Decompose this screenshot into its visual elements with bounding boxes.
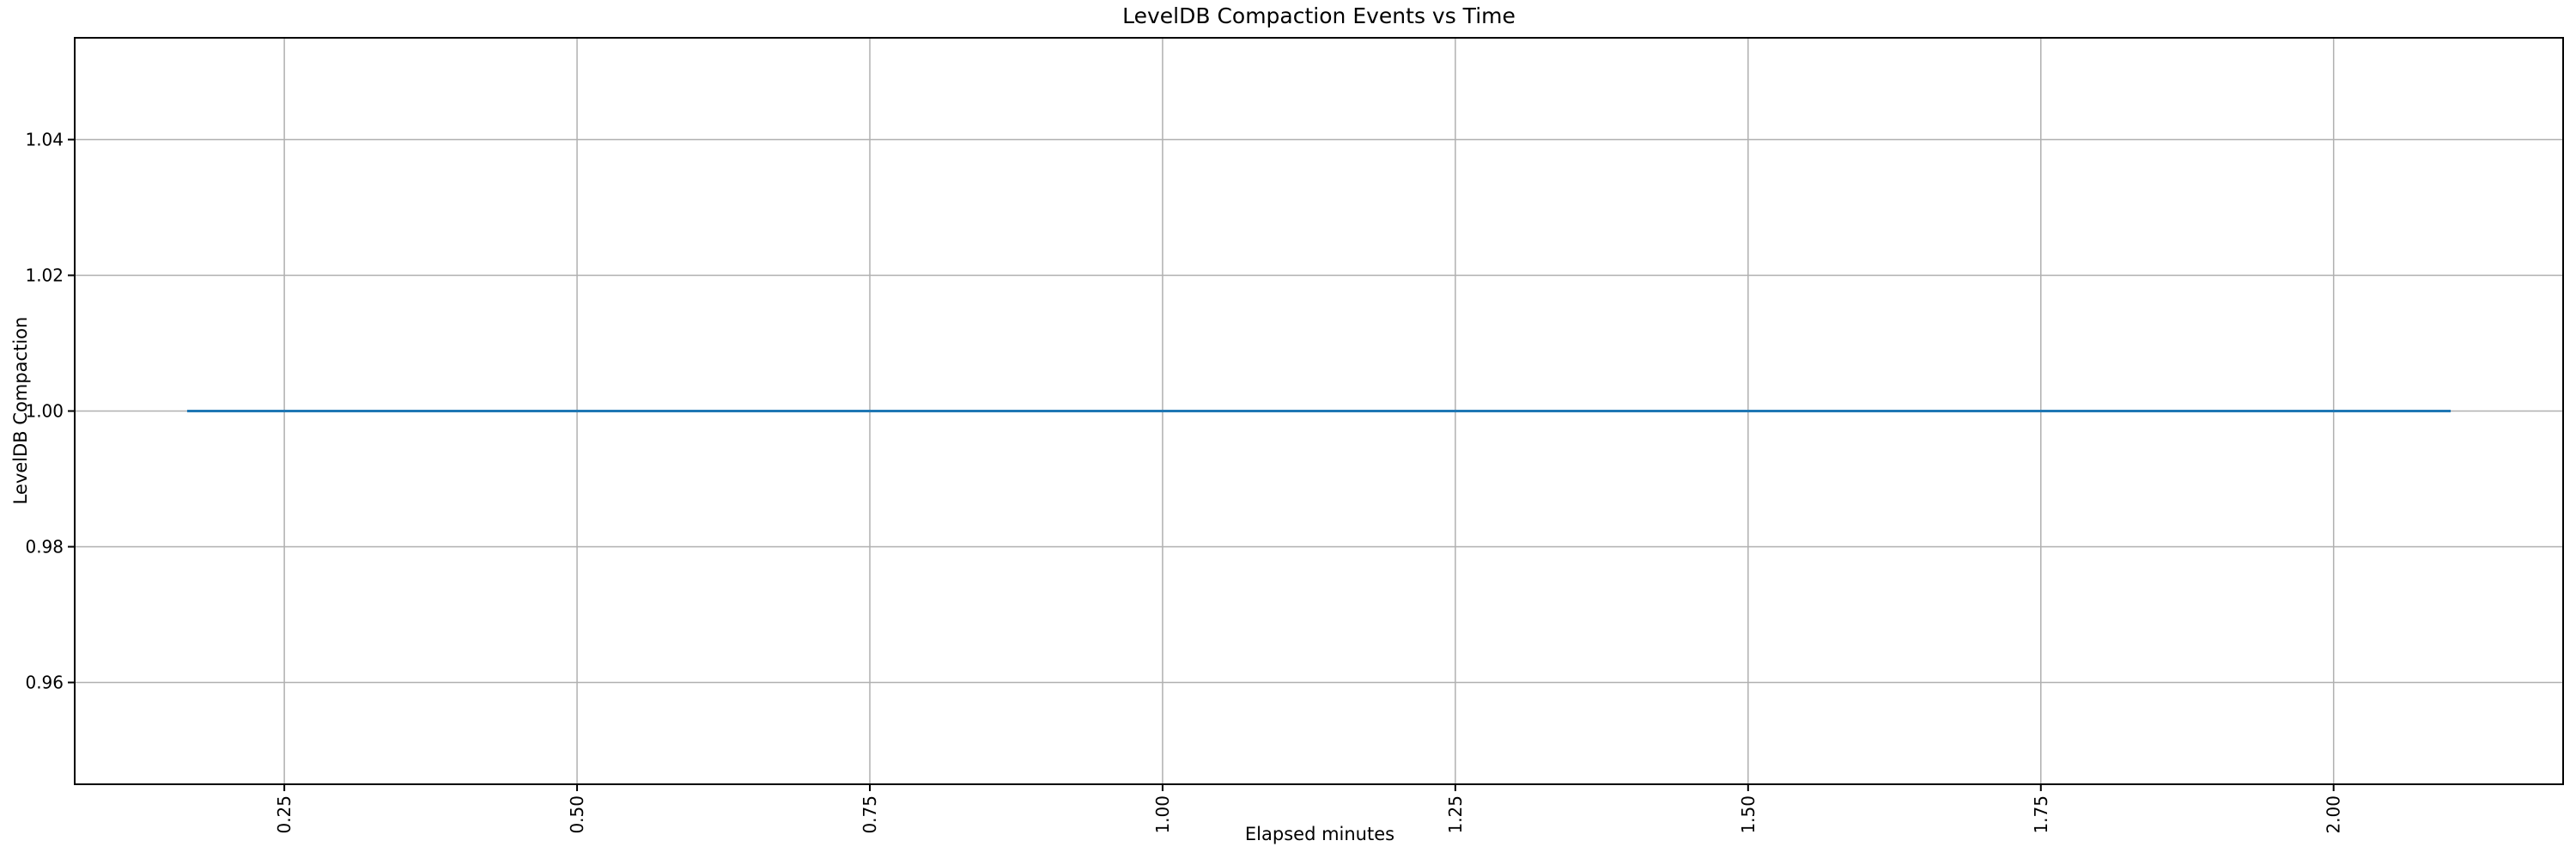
y-tick-label: 1.00 bbox=[25, 401, 64, 422]
y-axis-label: LevelDB Compaction bbox=[10, 316, 31, 505]
y-tick-label: 1.04 bbox=[25, 130, 64, 150]
y-tick-label: 0.98 bbox=[25, 537, 64, 557]
x-tick-label: 0.75 bbox=[860, 795, 880, 834]
x-tick-label: 1.50 bbox=[1738, 795, 1759, 834]
x-tick-label: 1.00 bbox=[1152, 795, 1173, 834]
x-tick-label: 0.50 bbox=[567, 795, 587, 834]
y-tick-label: 0.96 bbox=[25, 673, 64, 693]
chart-title: LevelDB Compaction Events vs Time bbox=[1122, 3, 1516, 28]
y-tick-label: 1.02 bbox=[25, 265, 64, 286]
x-tick-label: 1.75 bbox=[2031, 795, 2051, 834]
x-tick-label: 0.25 bbox=[274, 795, 295, 834]
x-tick-label: 2.00 bbox=[2324, 795, 2344, 834]
x-tick-label: 1.25 bbox=[1445, 795, 1466, 834]
x-axis-label: Elapsed minutes bbox=[1244, 824, 1395, 844]
